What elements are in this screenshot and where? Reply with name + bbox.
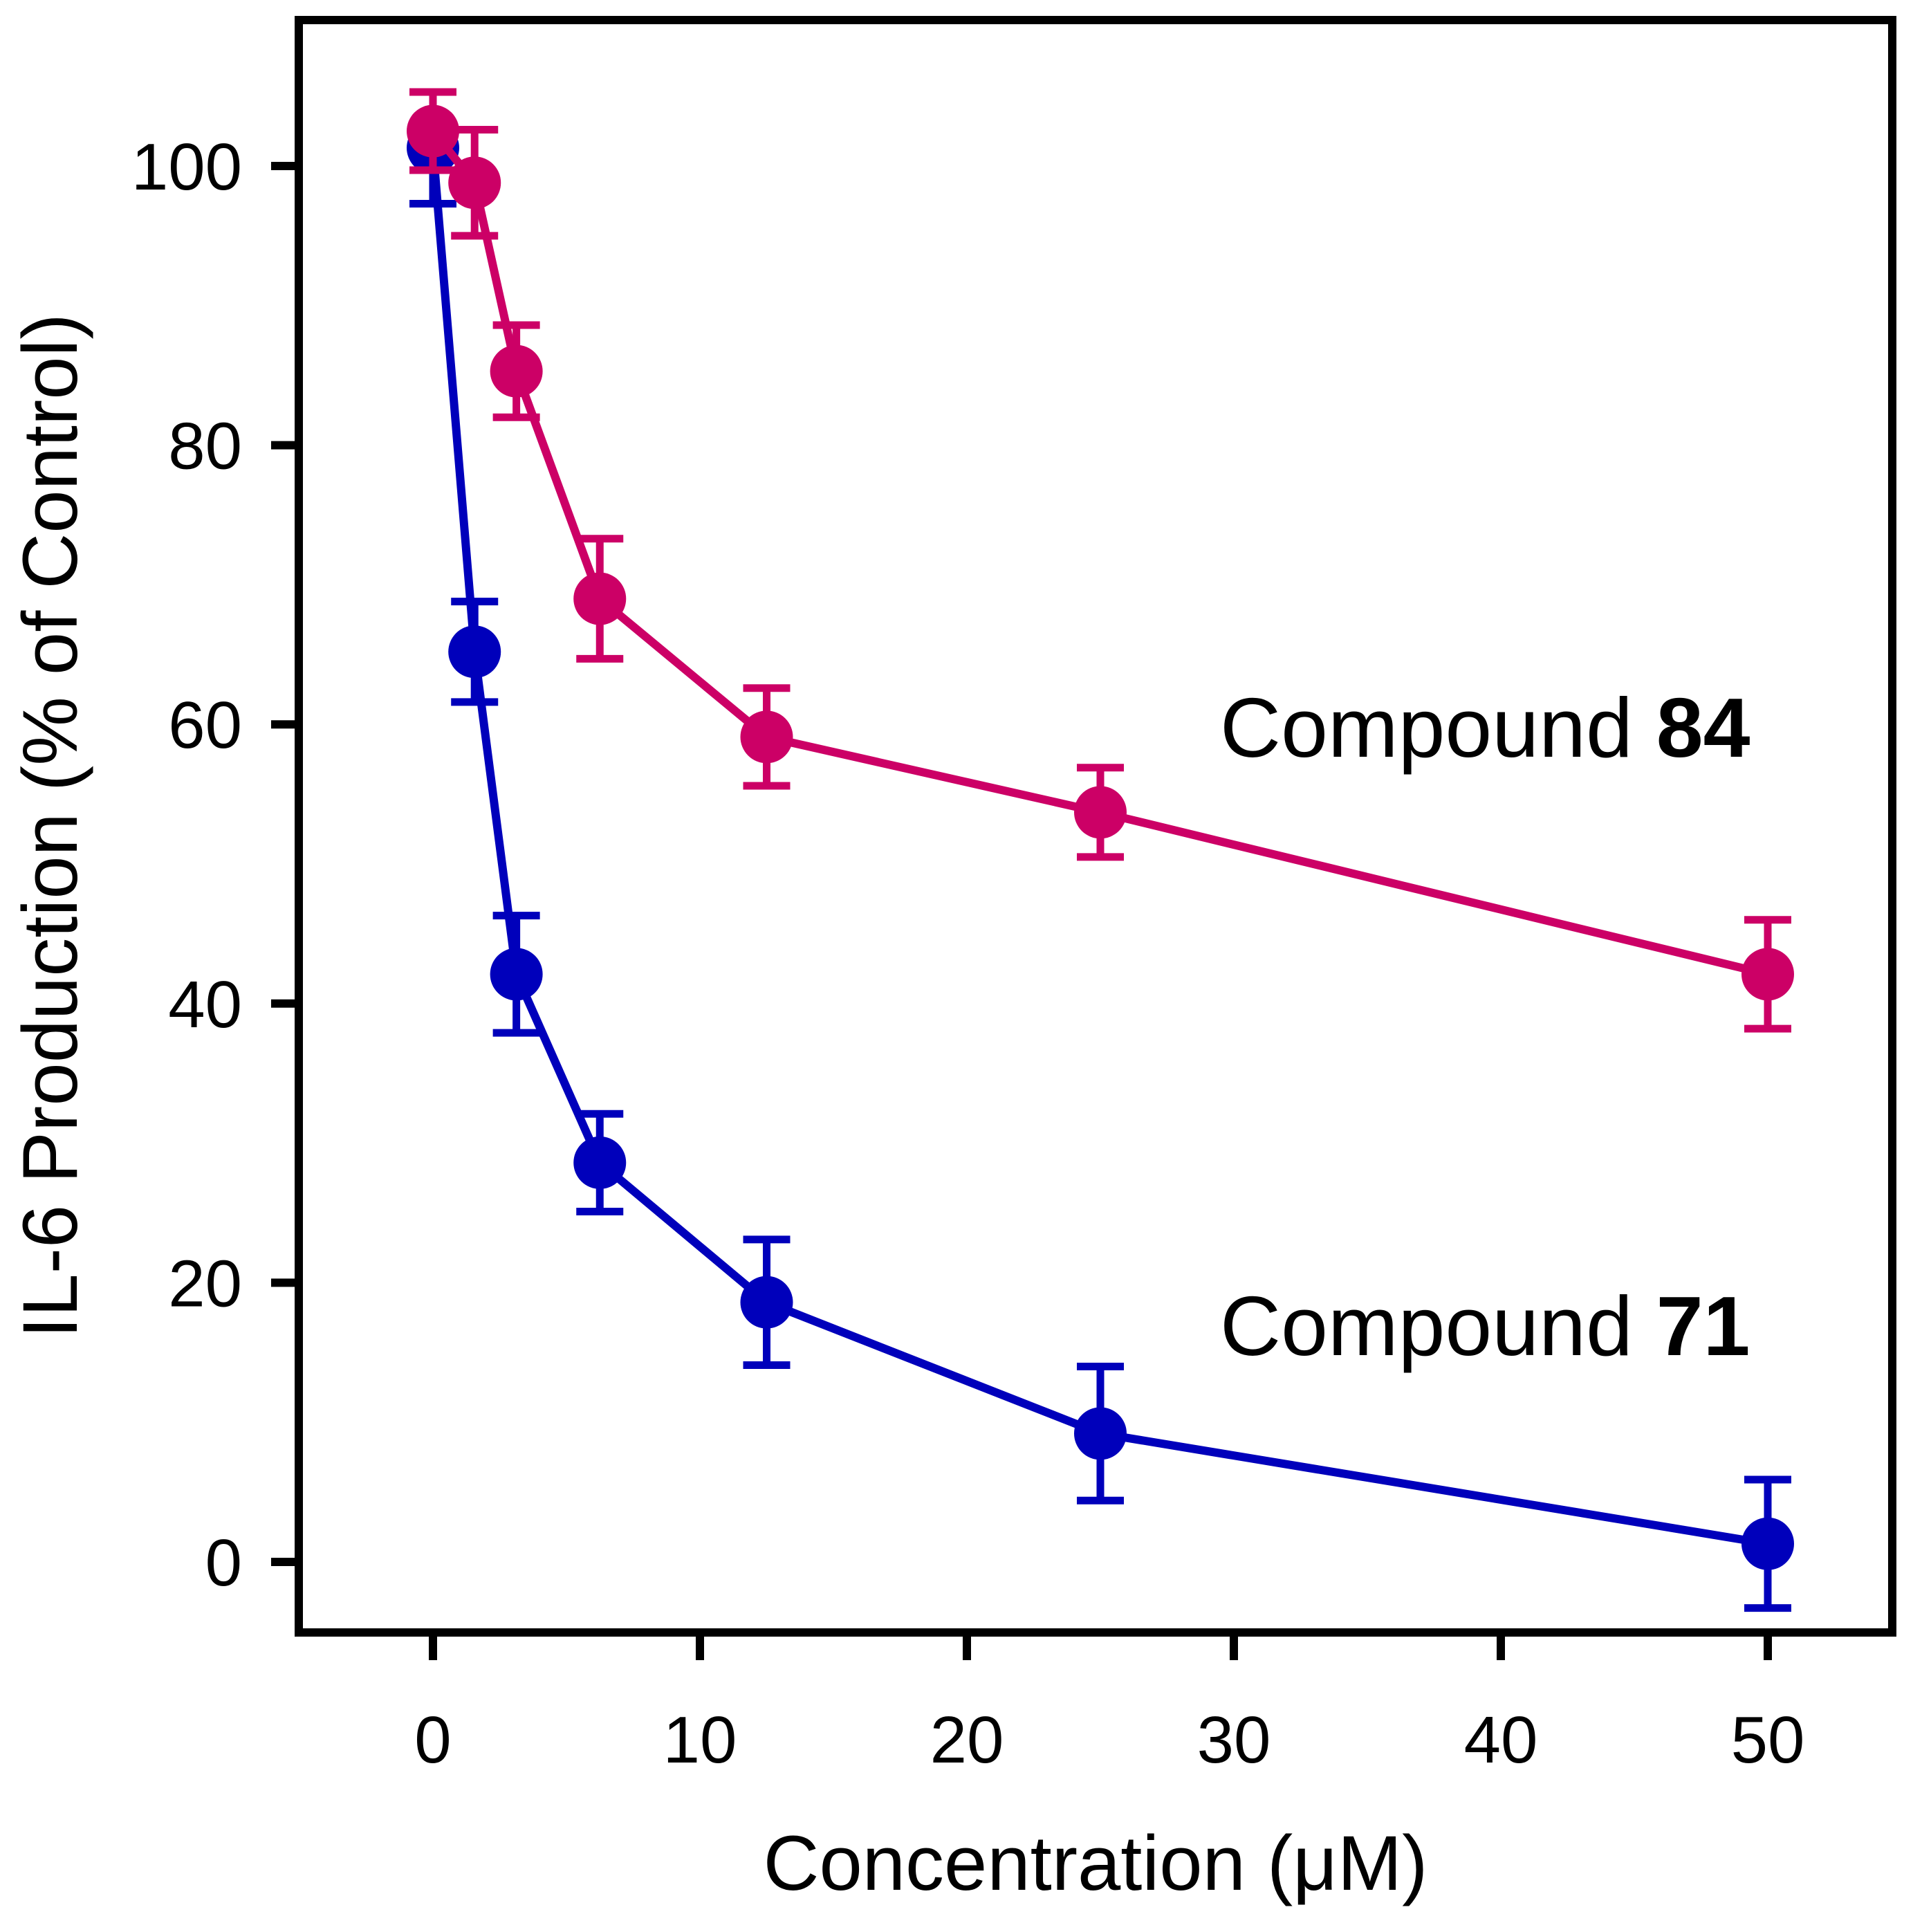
data-point-compound-84-3 [573, 572, 627, 625]
data-point-compound-84-6 [1741, 948, 1794, 1001]
y-tick-label-60: 60 [168, 688, 242, 762]
legend-label-compound-84-number: 84 [1656, 681, 1750, 775]
data-point-compound-71-3 [573, 1136, 627, 1189]
data-point-compound-71-2 [490, 948, 543, 1001]
data-point-compound-71-5 [1074, 1407, 1127, 1460]
y-tick-label-100: 100 [131, 130, 242, 204]
x-tick-label-10: 10 [663, 1703, 737, 1777]
data-point-compound-84-0 [407, 104, 459, 158]
data-point-compound-71-4 [740, 1276, 793, 1329]
series-compound-71 [407, 88, 1794, 1612]
y-axis: 0 20 40 60 80 100 [131, 130, 299, 1600]
series-compound-84 [407, 88, 1794, 1033]
legend-label-compound-71-prefix: Compound [1220, 1279, 1633, 1373]
x-axis: 0 10 20 30 40 50 [414, 1632, 1804, 1777]
series-layer [407, 88, 1794, 1612]
y-tick-label-20: 20 [168, 1246, 242, 1321]
y-tick-label-40: 40 [168, 968, 242, 1042]
data-point-compound-84-1 [448, 156, 501, 210]
data-point-compound-84-2 [490, 344, 543, 398]
data-point-compound-84-4 [740, 710, 793, 764]
data-point-compound-71-6 [1741, 1517, 1794, 1570]
legend-label-compound-71: Compound 71 [1220, 1279, 1750, 1373]
x-tick-label-40: 40 [1464, 1703, 1538, 1777]
x-tick-label-50: 50 [1731, 1703, 1805, 1777]
data-point-compound-71-1 [448, 625, 501, 679]
legend-label-compound-84-prefix: Compound [1220, 681, 1633, 775]
legend-label-compound-84: Compound 84 [1220, 681, 1750, 775]
data-point-compound-84-5 [1074, 786, 1127, 839]
y-axis-title: IL-6 Production (% of Control) [7, 313, 93, 1338]
x-tick-label-20: 20 [930, 1703, 1004, 1777]
x-tick-label-0: 0 [414, 1703, 451, 1777]
y-tick-label-0: 0 [205, 1526, 242, 1600]
x-tick-label-30: 30 [1197, 1703, 1271, 1777]
plot-frame [295, 16, 1896, 1637]
y-tick-label-80: 80 [168, 410, 242, 484]
x-axis-title: Concentration (μM) [764, 1820, 1428, 1906]
legend-label-compound-71-number: 71 [1656, 1279, 1750, 1373]
